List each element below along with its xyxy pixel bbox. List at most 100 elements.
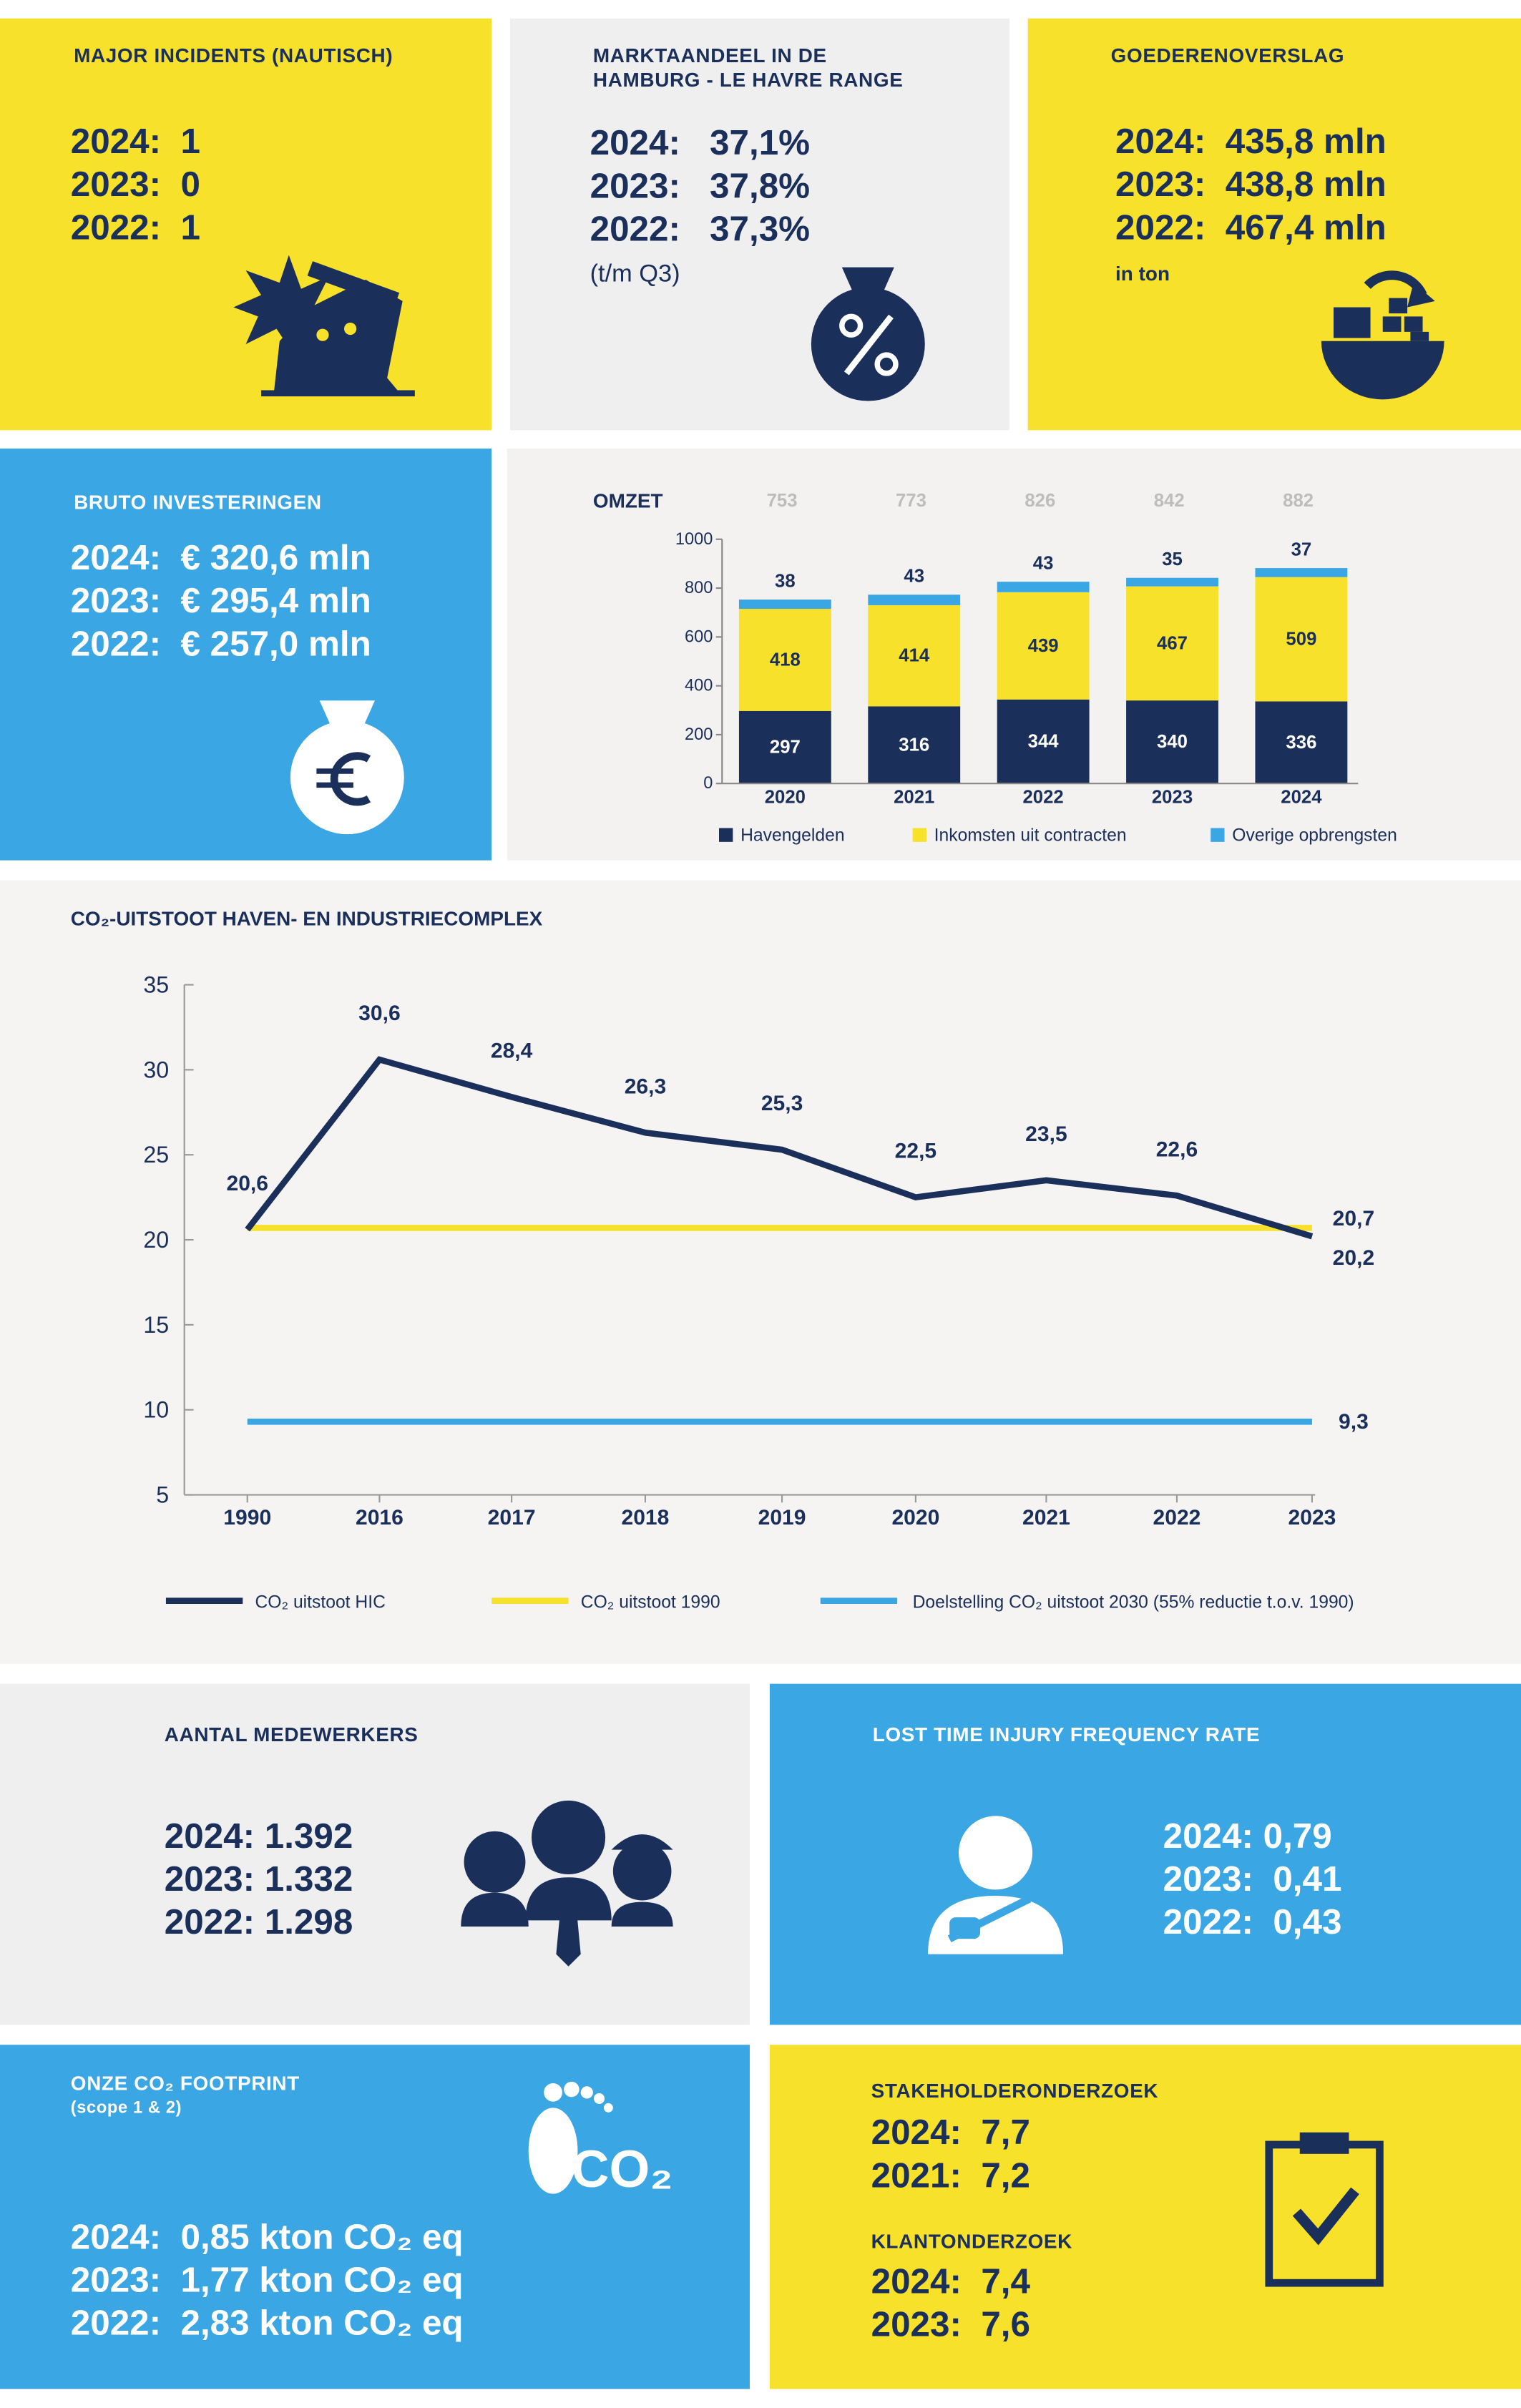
tile-value: 2022: 0,43 [1163,1902,1342,1942]
tile-title: AANTAL MEDEWERKERS [165,1723,419,1746]
y-tick-label: 800 [685,579,713,597]
y-tick-label: 5 [156,1482,169,1508]
bar-segment [738,599,831,610]
value-label: 439 [1028,636,1059,656]
tile-value: 2024: 0,85 kton CO₂ eq [71,2217,464,2256]
legend-label: Havengelden [740,826,844,846]
value-label: 316 [899,735,929,755]
tile-bg [769,2045,1521,2389]
tile-value: 2024: 1 [71,122,200,161]
y-tick-label: 200 [685,725,713,744]
euro-bag-icon [290,700,404,835]
x-tick-label: 2023 [1152,788,1193,808]
legend-swatch [1211,828,1225,842]
clipboard-icon [1265,2132,1384,2287]
tile-title: (scope 1 & 2) [71,2098,182,2117]
tile-value: 2023: 0 [71,165,200,204]
value-label: 25,3 [761,1092,803,1115]
tile-value: 2023: 37,8% [590,166,810,205]
tile-title: ONZE CO₂ FOOTPRINT [71,2072,300,2095]
cargo-ship-icon [1321,270,1444,400]
legend-swatch [719,828,733,842]
value-label: 414 [899,646,930,666]
x-tick-label: 2019 [758,1506,806,1530]
tile-value: 2023: 438,8 mln [1115,165,1386,204]
tile-value: 2024: 7,7 [871,2113,1030,2152]
tile-value: 2022: 37,3% [590,209,810,248]
tile-note: in ton [1115,263,1170,285]
y-tick-label: 1000 [675,530,713,549]
total-label: 842 [1154,491,1185,511]
value-label: 43 [1033,553,1054,573]
value-label: 38 [775,571,796,591]
y-tick-label: 35 [143,972,169,998]
tile-title: LOST TIME INJURY FREQUENCY RATE [873,1723,1260,1746]
tile-title: GOEDERENOVERSLAG [1111,44,1345,67]
x-tick-label: 2022 [1022,788,1063,808]
tile-value: 2022: 1 [71,207,200,247]
bar-segment [868,605,961,707]
y-tick-label: 400 [685,677,713,695]
chart-title: OMZET [593,490,663,512]
bar-segment [997,582,1090,592]
value-label: 26,3 [625,1075,666,1098]
value-label: 467 [1157,633,1188,653]
x-tick-label: 2020 [765,788,806,808]
employees-icon [461,1800,673,1967]
bar-segment [997,699,1090,784]
legend-label: Inkomsten uit contracten [934,826,1127,846]
value-label: 509 [1286,630,1316,650]
bar-segment [738,609,831,711]
icon-label: CO₂ [572,2140,673,2198]
y-tick-label: 30 [143,1057,169,1082]
tile-title: BRUTO INVESTERINGEN [74,491,322,514]
x-tick-label: 2018 [622,1506,670,1530]
x-tick-label: 2022 [1153,1506,1201,1530]
y-tick-label: 25 [143,1142,169,1168]
tile-value: 2022: 467,4 mln [1115,207,1386,247]
y-tick-label: 20 [143,1227,169,1253]
bar-segment [1126,577,1218,587]
bar-segment [1255,568,1348,577]
x-tick-label: 2017 [488,1506,536,1530]
tile-value: 2024: 435,8 mln [1115,122,1386,161]
tile-value: 2023: 7,6 [871,2305,1030,2344]
x-tick-label: 1990 [223,1506,271,1530]
legend-label: Doelstelling CO₂ uitstoot 2030 (55% redu… [913,1592,1354,1612]
tile-bg [0,449,492,861]
value-label: 20,2 [1333,1246,1374,1270]
x-tick-label: 2024 [1281,788,1322,808]
value-label: 9,3 [1339,1410,1369,1434]
bar-segment [1255,701,1348,784]
footprint-icon [528,2081,613,2194]
bar-segment [1126,700,1218,784]
bar-segment [868,594,961,605]
tile-title: KLANTONDERZOEK [871,2231,1072,2253]
tile-value: 2022: € 257,0 mln [71,624,371,663]
value-label: 20,6 [227,1172,268,1195]
value-label: 418 [770,650,801,670]
tile-value: 2024: 37,1% [590,123,810,162]
value-label: 35 [1162,549,1183,569]
x-tick-label: 2020 [891,1506,939,1530]
line-series [245,1056,1314,1240]
value-label: 344 [1028,731,1060,751]
value-label: 340 [1157,732,1188,752]
tile-title: MAJOR INCIDENTS (NAUTISCH) [74,44,393,67]
total-label: 882 [1283,491,1314,511]
tile-value: 2024: 1.392 [165,1816,353,1856]
bar-segment [738,710,831,784]
legend-swatch [912,828,926,842]
chart-title: CO₂-UITSTOOT HAVEN- EN INDUSTRIECOMPLEX [71,908,543,930]
tile-bg [0,880,1521,1664]
value-label: 30,6 [358,1002,400,1025]
value-label: 20,7 [1333,1207,1374,1230]
tile-value: 2022: 1.298 [165,1902,353,1942]
tile-bg [0,2045,750,2389]
value-label: 28,4 [491,1039,533,1062]
legend-label: CO₂ uitstoot HIC [255,1592,385,1612]
tile-title: STAKEHOLDERONDERZOEK [871,2080,1159,2102]
tile-value: 2023: 1,77 kton CO₂ eq [71,2260,464,2299]
legend-label: Overige opbrengsten [1232,826,1397,846]
